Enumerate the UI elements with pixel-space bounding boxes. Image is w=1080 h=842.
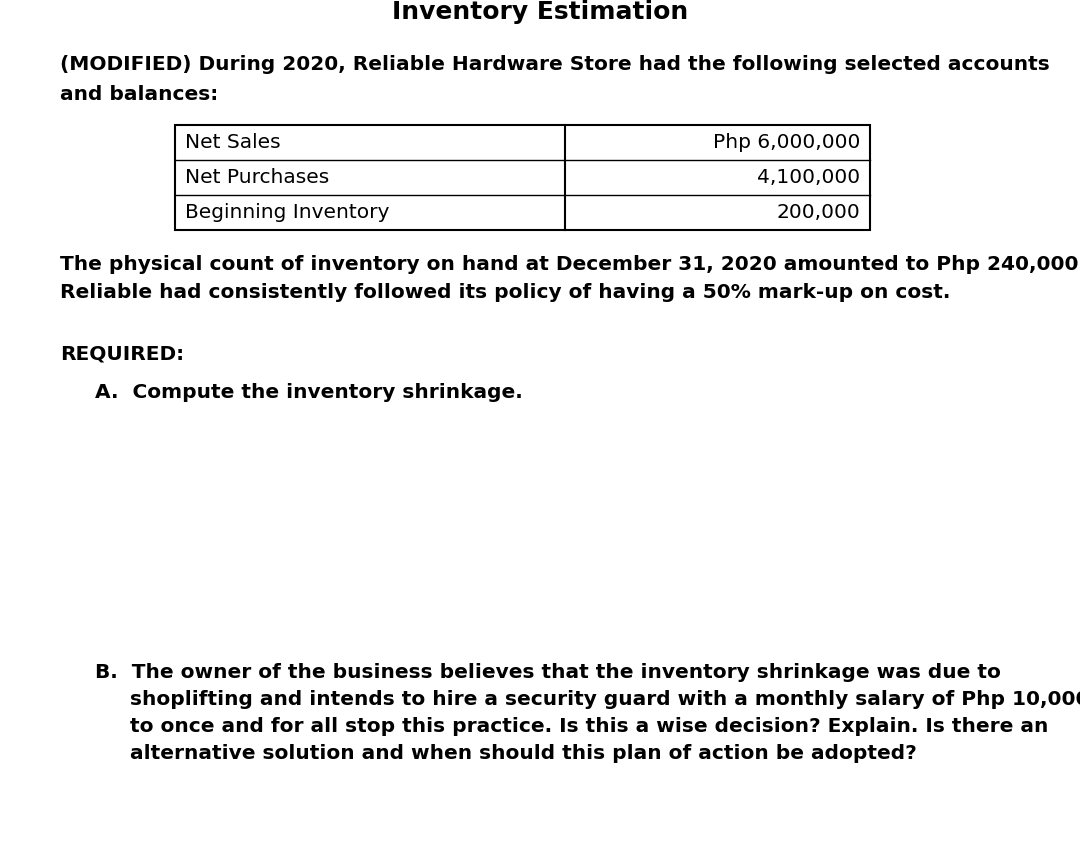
Text: alternative solution and when should this plan of action be adopted?: alternative solution and when should thi…: [95, 744, 917, 763]
Text: The physical count of inventory on hand at December 31, 2020 amounted to Php 240: The physical count of inventory on hand …: [60, 255, 1080, 274]
Text: shoplifting and intends to hire a security guard with a monthly salary of Php 10: shoplifting and intends to hire a securi…: [95, 690, 1080, 709]
Text: B.  The owner of the business believes that the inventory shrinkage was due to: B. The owner of the business believes th…: [95, 663, 1001, 682]
Text: Reliable had consistently followed its policy of having a 50% mark-up on cost.: Reliable had consistently followed its p…: [60, 283, 950, 302]
Text: 4,100,000: 4,100,000: [757, 168, 860, 187]
Text: Net Sales: Net Sales: [185, 133, 281, 152]
Bar: [175, 125, 870, 230]
Text: 200,000: 200,000: [777, 203, 860, 222]
Text: to once and for all stop this practice. Is this a wise decision? Explain. Is the: to once and for all stop this practice. …: [95, 717, 1049, 736]
Text: Beginning Inventory: Beginning Inventory: [185, 203, 390, 222]
Text: Inventory Estimation: Inventory Estimation: [392, 0, 688, 24]
Text: (MODIFIED) During 2020, Reliable Hardware Store had the following selected accou: (MODIFIED) During 2020, Reliable Hardwar…: [60, 55, 1050, 74]
Text: A.  Compute the inventory shrinkage.: A. Compute the inventory shrinkage.: [95, 383, 523, 402]
Text: REQUIRED:: REQUIRED:: [60, 345, 184, 364]
Text: and balances:: and balances:: [60, 85, 218, 104]
Text: Php 6,000,000: Php 6,000,000: [713, 133, 860, 152]
Text: Net Purchases: Net Purchases: [185, 168, 329, 187]
